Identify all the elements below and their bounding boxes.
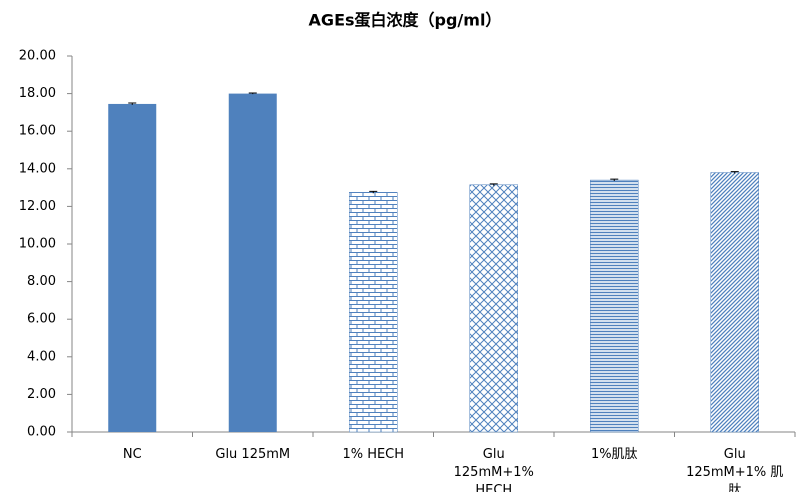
x-tick-label: 1% HECH xyxy=(342,447,405,462)
y-tick-label: 4.00 xyxy=(27,349,56,364)
y-tick-label: 10.00 xyxy=(19,237,56,252)
y-tick-label: 8.00 xyxy=(27,274,56,289)
chart-title: AGEs蛋白浓度（pg/ml） xyxy=(309,11,502,30)
x-tick-label: NC xyxy=(122,447,142,462)
error-bar xyxy=(248,92,257,95)
error-bar xyxy=(489,183,498,186)
y-tick-label: 6.00 xyxy=(27,312,56,327)
bar xyxy=(590,179,639,433)
y-tick-label: 20.00 xyxy=(19,49,56,64)
error-bar xyxy=(730,171,739,174)
x-tick-label: Glu 125mM+1% HECH xyxy=(453,447,534,492)
y-tick-label: 2.00 xyxy=(27,387,56,402)
x-tick-label: Glu 125mM+1% 肌肽 xyxy=(686,447,784,492)
x-tick-label: Glu 125mM xyxy=(215,447,291,462)
bar xyxy=(710,172,759,433)
error-bar xyxy=(369,190,378,194)
error-bar xyxy=(128,102,137,105)
bar xyxy=(108,103,157,432)
y-tick-label: 12.00 xyxy=(19,199,56,214)
y-tick-label: 16.00 xyxy=(19,124,56,139)
y-tick-label: 0.00 xyxy=(27,425,56,440)
error-bar xyxy=(610,178,619,182)
y-tick-label: 14.00 xyxy=(19,161,56,176)
bar xyxy=(469,184,518,433)
x-tick-label: 1%肌肽 xyxy=(590,447,638,462)
y-tick-label: 18.00 xyxy=(19,86,56,101)
bar xyxy=(349,192,398,433)
bar xyxy=(228,93,277,432)
